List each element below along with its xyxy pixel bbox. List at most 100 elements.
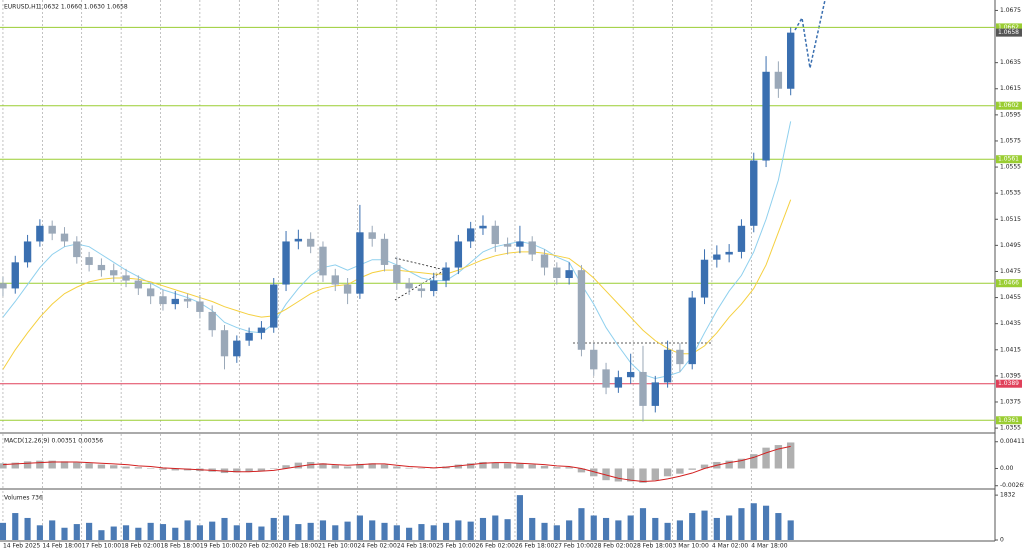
volume-bar — [172, 527, 179, 540]
macd-bar — [417, 468, 426, 469]
volume-bar — [295, 524, 302, 540]
volume-bar — [319, 520, 327, 540]
candle-body — [417, 288, 426, 292]
macd-bar — [0, 463, 7, 469]
volume-bar — [184, 520, 191, 540]
macd-bar — [36, 460, 44, 469]
macd-bar — [48, 460, 56, 469]
last-price-label: 1.0658 — [998, 29, 1019, 36]
macd-bar — [540, 465, 549, 469]
candle-body — [171, 298, 179, 305]
volume-bar — [553, 525, 560, 540]
macd-bar — [23, 461, 32, 469]
volume-bar — [529, 517, 536, 540]
macd-bar — [651, 468, 659, 481]
candle-body — [306, 238, 315, 247]
macd-bar — [319, 463, 327, 469]
candle-body — [146, 288, 155, 297]
volume-bar — [344, 521, 351, 540]
x-tick-label: 20 Feb 02:00 — [239, 543, 279, 550]
candle-body — [245, 332, 253, 341]
y-tick-label: 0.00 — [1000, 465, 1014, 472]
candle-body — [159, 296, 167, 305]
level-label-box — [996, 101, 1022, 110]
volume-bar — [332, 525, 339, 540]
volume-bar — [147, 522, 154, 540]
macd-bar — [626, 468, 635, 482]
candle-body — [454, 241, 463, 268]
y-tick-label: 0.00411 — [1000, 438, 1024, 445]
volume-bar — [393, 525, 400, 540]
level-label: 1.0361 — [998, 417, 1019, 424]
candle-body — [676, 349, 684, 365]
volume-bar — [713, 517, 720, 540]
candle-body — [368, 232, 376, 239]
volume-bar — [24, 517, 31, 540]
candle-body — [270, 284, 278, 328]
volume-bar — [479, 517, 487, 540]
x-tick-label: 18 Feb 18:00 — [160, 543, 200, 550]
level-label-box — [996, 379, 1022, 388]
x-tick-label: 3 Mar 10:00 — [673, 543, 709, 550]
candle-body — [774, 71, 783, 89]
candle-body — [36, 225, 44, 242]
level-label: 1.0466 — [998, 280, 1019, 287]
volume-bar — [381, 522, 388, 540]
y-tick-label: 1832 — [1000, 492, 1015, 499]
macd-bar — [73, 462, 81, 469]
triangle-pattern — [394, 257, 447, 301]
volume-bar — [516, 495, 523, 540]
candle-body — [356, 232, 364, 294]
macd-bar — [528, 464, 536, 469]
macd-bar — [663, 468, 672, 477]
volume-bar — [418, 524, 425, 540]
macd-bar — [479, 461, 487, 469]
macd-bar — [306, 461, 315, 469]
y-tick-label: 1.0615 — [1000, 85, 1021, 92]
y-tick-label: 1.0355 — [1000, 425, 1021, 432]
macd-bar — [762, 447, 770, 469]
macd-bar — [614, 468, 623, 482]
level-label-box — [996, 416, 1022, 425]
candle-body — [528, 241, 536, 255]
volume-bar — [664, 522, 671, 540]
level-label: 1.0662 — [998, 24, 1019, 31]
y-tick-label: 1.0375 — [1000, 398, 1021, 405]
candle-body — [0, 283, 7, 289]
macd-bar — [565, 467, 573, 469]
volume-bar — [233, 525, 240, 540]
volume-bar — [196, 525, 203, 540]
macd-bar — [97, 464, 106, 469]
candle-body — [466, 228, 475, 242]
projection-line — [794, 0, 826, 69]
candle-body — [430, 280, 438, 292]
volume-bar — [406, 527, 413, 540]
x-tick-label: 17 Feb 10:00 — [82, 543, 122, 550]
macd-bar — [700, 464, 709, 469]
y-tick-label: 1.0635 — [1000, 59, 1021, 66]
y-tick-label: 1.0575 — [1000, 137, 1021, 144]
candle-body — [750, 160, 758, 226]
macd-bar — [60, 461, 69, 469]
macd-bar — [294, 462, 303, 469]
level-label-box — [996, 279, 1022, 288]
candle-body — [700, 259, 709, 298]
volume-bar — [738, 508, 745, 540]
x-tick-label: 28 Feb 18:00 — [633, 543, 673, 550]
volume-bar — [270, 517, 277, 540]
chart-subtitle: 1.0632 1.0660 1.0630 1.0658 — [38, 4, 128, 11]
macd-bar — [393, 466, 401, 469]
candle-body — [393, 264, 401, 284]
candle-body — [762, 71, 770, 161]
macd-bar — [85, 463, 93, 469]
volume-bar — [504, 519, 511, 540]
volume-bar — [122, 525, 130, 540]
candle-body — [651, 382, 659, 406]
macd-bar — [171, 468, 179, 471]
volume-bar — [110, 526, 117, 540]
volume-bar — [209, 521, 216, 540]
candle-body — [331, 275, 339, 285]
x-tick-label: 14 Feb 2025 — [3, 543, 41, 550]
volume-bar — [430, 525, 437, 540]
x-tick-label: 26 Feb 18:00 — [515, 543, 555, 550]
